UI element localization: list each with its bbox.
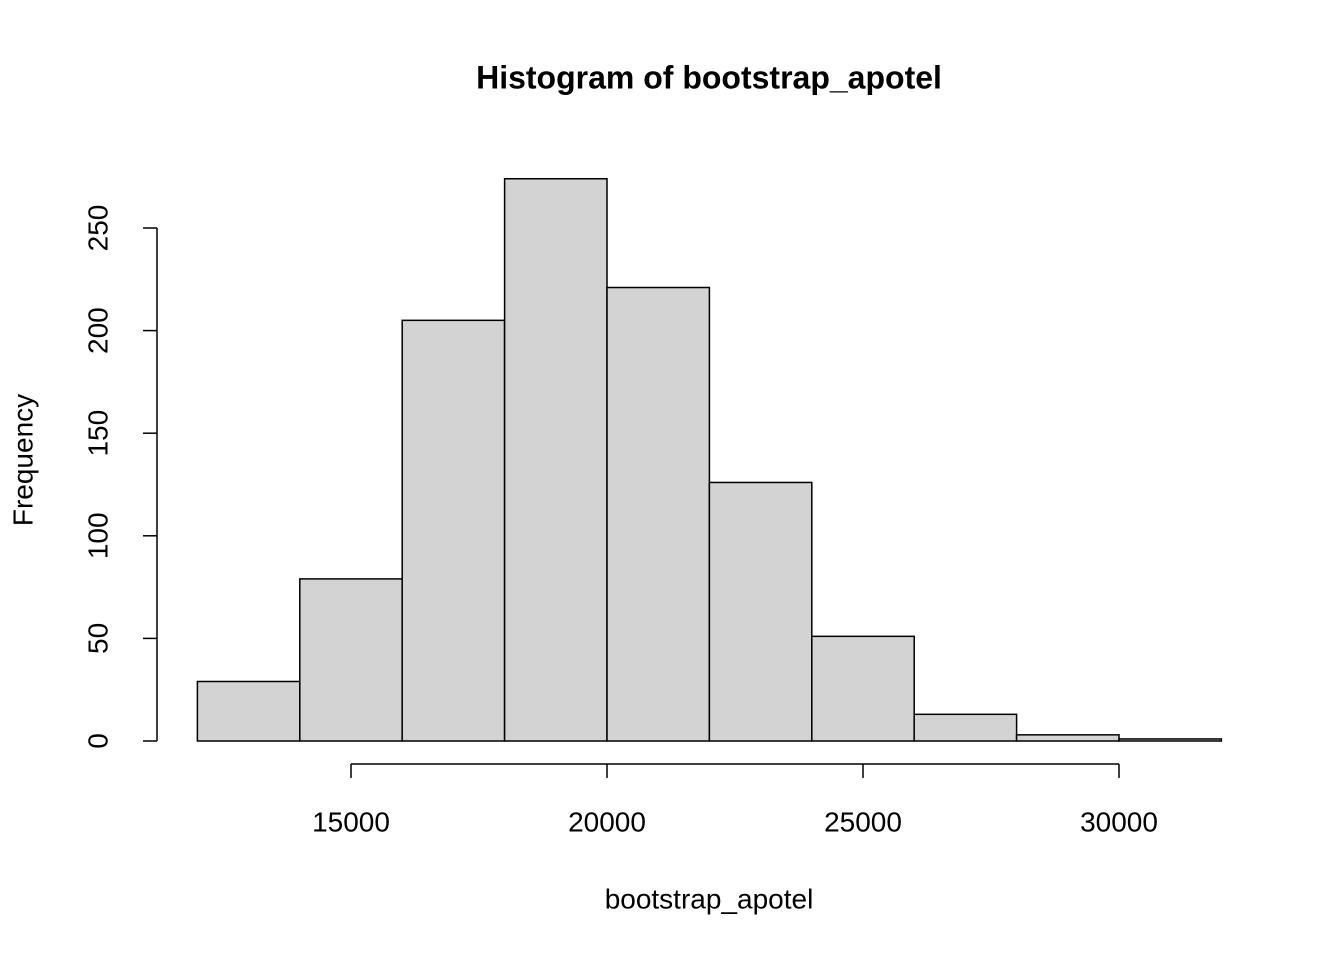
y-tick-label: 100 bbox=[82, 512, 113, 559]
bar bbox=[811, 635, 915, 742]
y-axis-label: Frequency bbox=[7, 394, 38, 526]
x-tick-label: 25000 bbox=[824, 806, 902, 837]
y-tick-label: 150 bbox=[82, 410, 113, 457]
bar bbox=[503, 178, 608, 742]
x-tick-label: 30000 bbox=[1080, 806, 1158, 837]
x-tick-label: 15000 bbox=[312, 806, 390, 837]
bar bbox=[708, 481, 813, 742]
bar bbox=[299, 578, 403, 742]
y-tick-label: 250 bbox=[82, 205, 113, 252]
bar bbox=[401, 319, 506, 742]
y-tick-label: 0 bbox=[82, 733, 113, 749]
x-tick-label: 20000 bbox=[568, 806, 646, 837]
bar bbox=[196, 680, 301, 742]
bar bbox=[606, 286, 711, 742]
bar bbox=[1118, 738, 1223, 742]
y-tick-label: 200 bbox=[82, 307, 113, 354]
y-tick-label: 50 bbox=[82, 623, 113, 654]
bar bbox=[913, 713, 1018, 742]
chart-title: Histogram of bootstrap_apotel bbox=[476, 59, 942, 95]
x-axis-label: bootstrap_apotel bbox=[605, 883, 814, 914]
bar bbox=[1015, 734, 1120, 742]
